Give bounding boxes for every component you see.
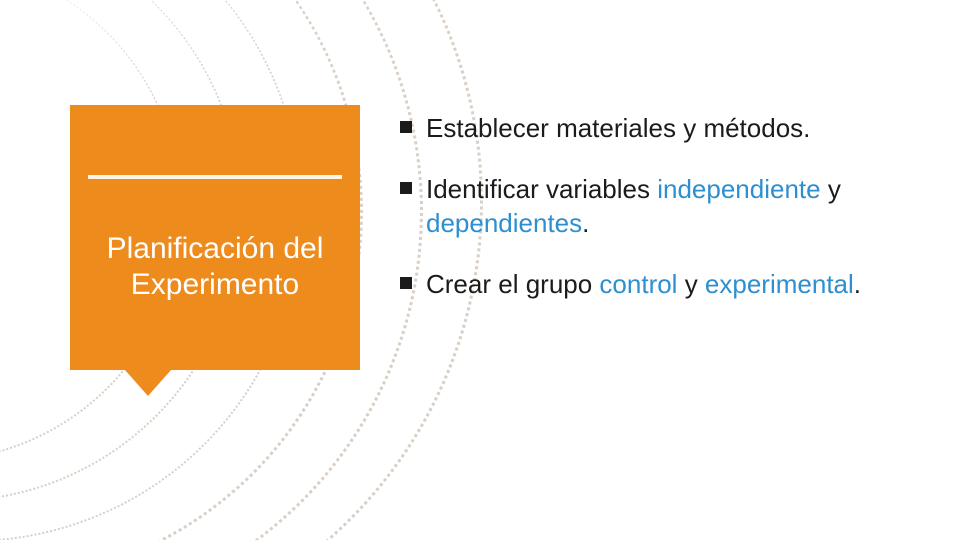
card-divider xyxy=(88,105,342,179)
title-card: Planificación del Experimento xyxy=(70,105,360,370)
bullet-item: Crear el grupo control y experimental. xyxy=(400,268,930,301)
card-title-line2: Experimento xyxy=(131,268,299,301)
bullet-text: y xyxy=(821,174,841,204)
bullet-text: Crear el grupo xyxy=(426,269,599,299)
bullet-text-highlight: dependientes xyxy=(426,208,582,238)
card-title: Planificación del Experimento xyxy=(107,231,324,302)
bullet-item: Identificar variables independiente y de… xyxy=(400,173,930,240)
bullet-text: Identificar variables xyxy=(426,174,657,204)
bullet-list: Establecer materiales y métodos. Identifi… xyxy=(400,112,930,329)
bullet-text: Establecer materiales y métodos. xyxy=(426,113,810,143)
bullet-text: y xyxy=(677,269,704,299)
bullet-text: . xyxy=(854,269,861,299)
bullet-text-highlight: experimental xyxy=(705,269,854,299)
card-body: Planificación del Experimento xyxy=(70,179,360,370)
bullet-text: . xyxy=(582,208,589,238)
bullet-text-highlight: control xyxy=(599,269,677,299)
bullet-text-highlight: independiente xyxy=(657,174,820,204)
card-arrow-icon xyxy=(125,370,171,396)
slide: Planificación del Experimento Establecer… xyxy=(0,0,960,540)
bullet-item: Establecer materiales y métodos. xyxy=(400,112,930,145)
card-title-line1: Planificación del xyxy=(107,232,324,265)
